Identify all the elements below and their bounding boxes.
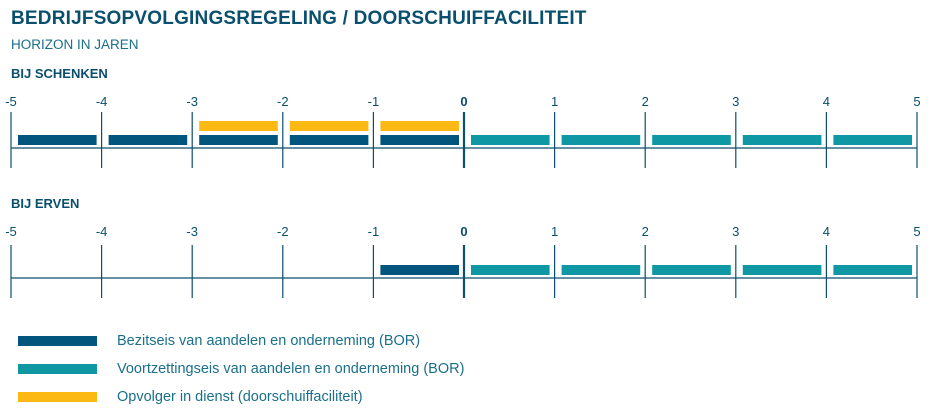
tick-label: 5 bbox=[913, 224, 920, 239]
tick-label: -3 bbox=[186, 94, 198, 109]
tick-label: 3 bbox=[732, 224, 739, 239]
tick-label: -5 bbox=[5, 224, 17, 239]
bar-voortzetting bbox=[652, 265, 731, 275]
tick-label: 4 bbox=[823, 224, 830, 239]
bar-voortzetting bbox=[742, 265, 822, 275]
legend-label: Bezitseis van aandelen en onderneming (B… bbox=[117, 333, 421, 349]
bar-bezit bbox=[289, 135, 369, 145]
tick-label: 0 bbox=[460, 224, 467, 239]
tick-label: -2 bbox=[277, 224, 289, 239]
tick-label: 5 bbox=[913, 94, 920, 109]
tick-label: 0 bbox=[460, 94, 467, 109]
section-title-schenken: BIJ SCHENKEN bbox=[11, 66, 108, 81]
legend-label: Opvolger in dienst (doorschuiffaciliteit… bbox=[117, 389, 363, 405]
tick-label: 2 bbox=[642, 224, 649, 239]
bar-voortzetting bbox=[471, 265, 550, 275]
section-title-erven: BIJ ERVEN bbox=[11, 196, 80, 211]
bar-opvolger bbox=[199, 121, 278, 131]
legend-swatch bbox=[18, 336, 97, 346]
bar-voortzetting bbox=[561, 265, 641, 275]
bar-voortzetting bbox=[471, 135, 550, 145]
tick-label: 1 bbox=[551, 224, 558, 239]
bar-bezit bbox=[18, 135, 97, 145]
timeline-charts: -5 -4 -3 -2 -1 0 1 2 3 4 5 -5 -4 -3 -2 -1 0 1 2 3 4 5 bbox=[5, 94, 921, 298]
tick-label: 2 bbox=[642, 94, 649, 109]
tick-label: -5 bbox=[5, 94, 17, 109]
bar-voortzetting bbox=[652, 135, 731, 145]
tick-label: -4 bbox=[96, 94, 108, 109]
bar-bezit bbox=[108, 135, 188, 145]
bar-voortzetting bbox=[561, 135, 641, 145]
bar-voortzetting bbox=[742, 135, 822, 145]
page-title: BEDRIJFSOPVOLGINGSREGELING / DOORSCHUIFF… bbox=[11, 8, 587, 29]
tick-label: 4 bbox=[823, 94, 830, 109]
bar-bezit bbox=[380, 265, 459, 275]
tick-label: -2 bbox=[277, 94, 289, 109]
tick-label: -1 bbox=[368, 224, 380, 239]
bar-opvolger bbox=[380, 121, 459, 131]
bar-opvolger bbox=[289, 121, 369, 131]
bar-bezit bbox=[380, 135, 459, 145]
tick-label: 1 bbox=[551, 94, 558, 109]
legend-label: Voortzettingseis van aandelen en onderne… bbox=[117, 361, 465, 377]
tick-label: -3 bbox=[186, 224, 198, 239]
legend-swatch bbox=[18, 364, 97, 374]
tick-label: -1 bbox=[368, 94, 380, 109]
bar-voortzetting bbox=[833, 265, 912, 275]
bar-voortzetting bbox=[833, 135, 912, 145]
legend-swatch bbox=[18, 392, 97, 402]
tick-label: 3 bbox=[732, 94, 739, 109]
page-subtitle: HORIZON IN JAREN bbox=[11, 37, 139, 52]
tick-label: -4 bbox=[96, 224, 108, 239]
bar-bezit bbox=[199, 135, 278, 145]
